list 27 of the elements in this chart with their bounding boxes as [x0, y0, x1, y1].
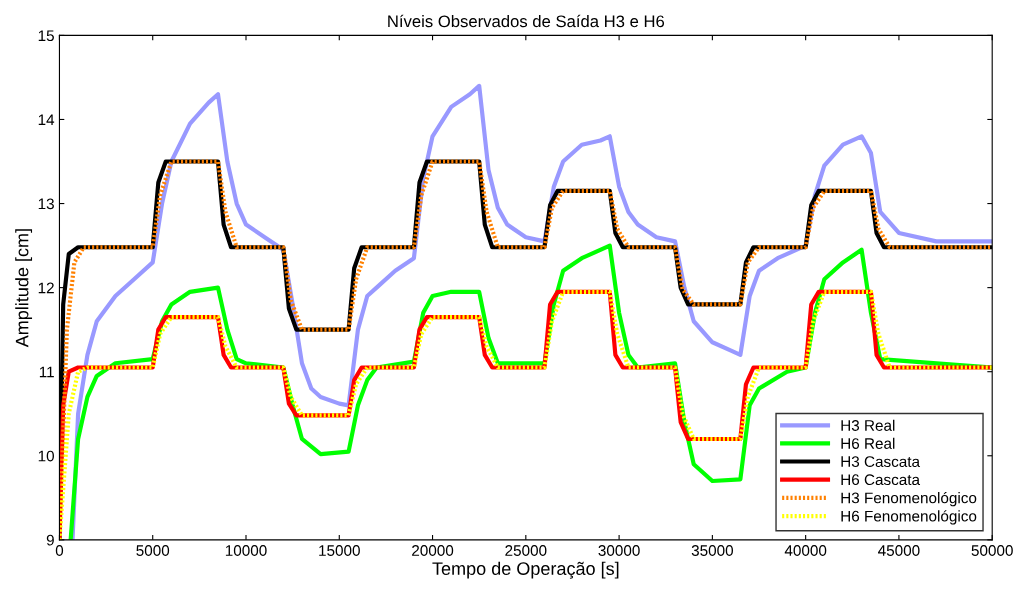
- legend-label: H6 Cascata: [841, 474, 921, 486]
- x-tick-label: 35000: [691, 545, 734, 556]
- x-tick-label: 45000: [878, 545, 920, 556]
- legend-label: H3 Cascata: [841, 456, 921, 468]
- x-tick-label: 30000: [598, 545, 640, 556]
- x-tick-label: 10000: [225, 545, 267, 556]
- legend-label: H3 Real: [841, 419, 895, 431]
- x-tick-label: 25000: [505, 545, 547, 556]
- y-axis-title: Amplitude [cm]: [15, 229, 33, 348]
- x-tick-label: 5000: [136, 545, 170, 556]
- x-tick-label: 0: [55, 545, 64, 556]
- y-tick-label: 12: [38, 282, 54, 294]
- y-tick-label: 13: [38, 198, 54, 210]
- x-axis-title: Tempo de Operação [s]: [432, 561, 619, 579]
- chart-title: Níveis Observados de Saída H3 e H6: [388, 14, 665, 28]
- x-tick-label: 40000: [784, 545, 827, 556]
- y-tick-label: 9: [46, 534, 54, 546]
- legend-label: H6 Real: [841, 437, 895, 449]
- y-tick-label: 11: [39, 366, 54, 378]
- y-tick-label: 15: [38, 30, 54, 42]
- y-tick-label: 14: [38, 114, 55, 126]
- y-tick-label: 10: [38, 450, 54, 462]
- x-tick-label: 20000: [412, 545, 454, 556]
- x-tick-label: 15000: [319, 545, 360, 556]
- x-tick-label: 50000: [971, 545, 1013, 556]
- legend-label: H6 Fenomenológico: [841, 510, 977, 525]
- legend-label: H3 Fenomenológico: [841, 491, 977, 507]
